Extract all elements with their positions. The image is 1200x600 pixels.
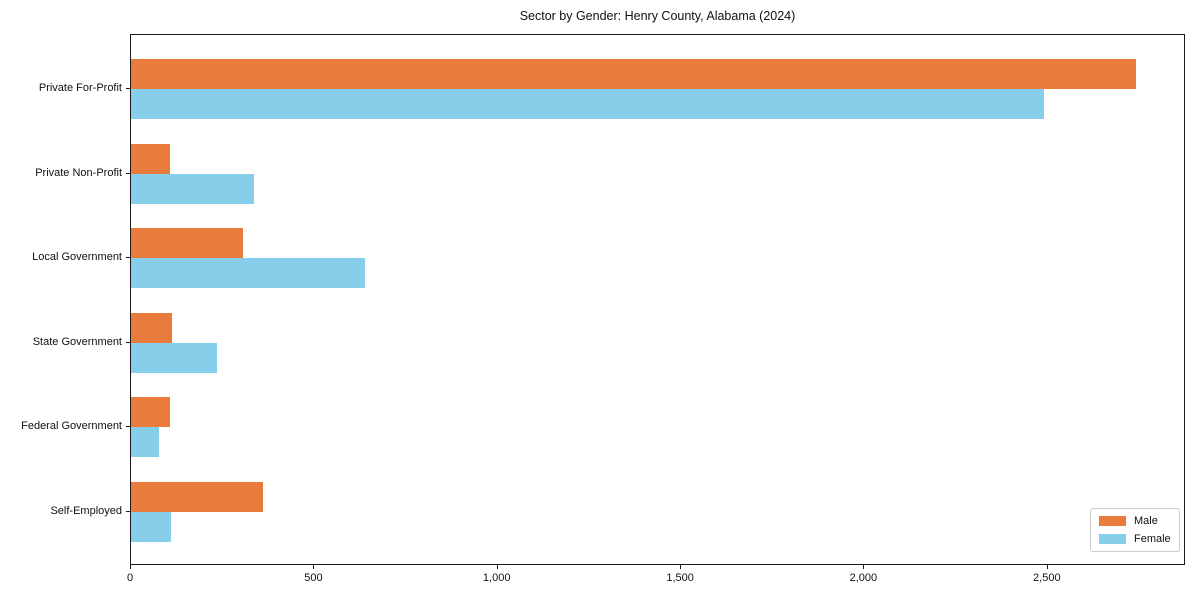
x-tick	[130, 565, 131, 569]
bar-male	[131, 312, 173, 343]
bar-female	[131, 512, 171, 542]
bar-male	[131, 482, 263, 512]
bar-female	[131, 258, 366, 289]
bar-female	[131, 89, 1045, 119]
x-tick	[1046, 565, 1048, 569]
legend: Male Female	[1090, 508, 1180, 552]
x-tick	[313, 565, 315, 569]
bar-female	[131, 173, 254, 204]
category-label: State Government	[32, 335, 122, 348]
category-label: Federal Government	[21, 420, 122, 433]
bar-female	[131, 427, 159, 458]
category-label: Private Non-Profit	[35, 166, 122, 179]
x-tick-label: 2,500	[1033, 572, 1061, 584]
bar-male	[131, 228, 244, 259]
y-tick	[126, 341, 130, 343]
x-tick-label: 1,500	[666, 572, 694, 584]
bar-male	[131, 397, 171, 428]
y-tick	[126, 257, 130, 259]
category-label: Self-Employed	[50, 505, 122, 517]
chart-title: Sector by Gender: Henry County, Alabama …	[519, 9, 796, 23]
legend-row: Female	[1099, 533, 1171, 545]
legend-label: Male	[1134, 515, 1158, 527]
legend-swatch-female	[1099, 534, 1126, 544]
x-tick-label: 500	[304, 572, 323, 584]
x-tick	[863, 565, 865, 569]
y-tick	[126, 426, 130, 428]
x-tick-label: 0	[126, 572, 134, 584]
category-label: Local Government	[32, 251, 122, 264]
bar-female	[131, 342, 217, 373]
legend-label: Female	[1134, 533, 1171, 545]
legend-row: Male	[1099, 515, 1171, 527]
y-tick	[126, 88, 130, 89]
x-tick	[496, 565, 498, 569]
category-label: Private For-Profit	[38, 82, 122, 94]
x-tick	[680, 565, 682, 569]
bar-male	[131, 143, 170, 174]
bar-male	[131, 59, 1136, 89]
x-tick-label: 1,000	[482, 572, 511, 584]
plot-area	[130, 34, 1185, 565]
legend-swatch-male	[1099, 516, 1126, 526]
y-tick	[126, 511, 130, 512]
y-tick	[126, 172, 130, 174]
x-tick-label: 2,000	[849, 572, 878, 584]
